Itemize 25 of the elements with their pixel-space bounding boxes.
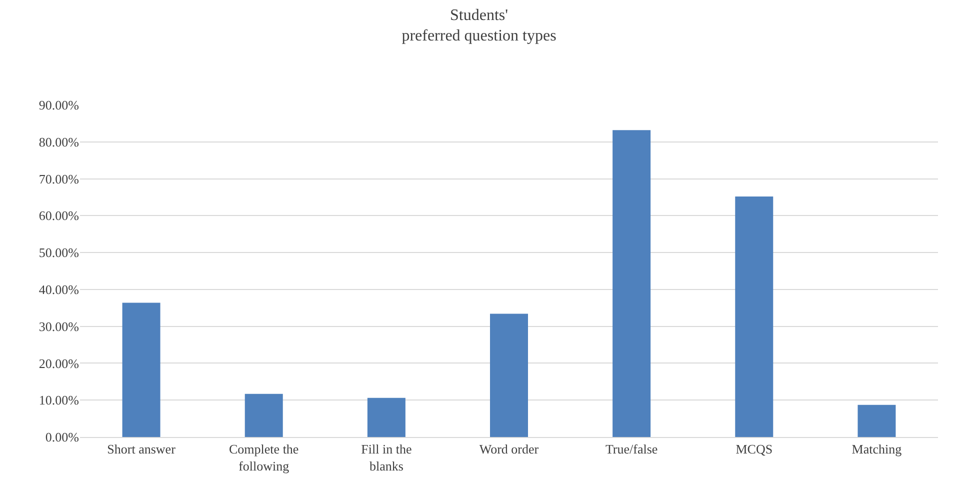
bar: [858, 404, 896, 437]
y-tick-label: 50.00%: [38, 245, 80, 260]
x-tick-label: Complete the following: [229, 442, 299, 474]
chart-title: Students' preferred question types: [402, 6, 556, 45]
bar: [122, 302, 160, 437]
bar: [612, 130, 651, 437]
x-tick-label: True/false: [605, 442, 658, 457]
y-tick-label: 10.00%: [38, 392, 80, 408]
x-tick-label: Fill in the blanks: [361, 442, 412, 474]
y-tick-label: 20.00%: [38, 356, 80, 371]
y-tick-label: 30.00%: [38, 318, 80, 334]
y-tick-label: 80.00%: [38, 134, 80, 150]
x-tick-label: Matching: [852, 442, 902, 457]
x-tick-label: Short answer: [107, 442, 176, 457]
x-tick-label: Word order: [479, 442, 540, 457]
y-tick-label: 40.00%: [38, 282, 80, 297]
x-tick-label: MCQS: [736, 442, 773, 457]
bar: [490, 314, 528, 437]
y-tick-label: 70.00%: [38, 171, 80, 186]
y-tick-label: 90.00%: [38, 98, 80, 113]
bar: [367, 398, 406, 437]
bar: [735, 196, 774, 437]
bar: [244, 394, 283, 437]
y-tick-label: 60.00%: [38, 208, 80, 224]
y-tick-label: 0.00%: [45, 430, 80, 445]
